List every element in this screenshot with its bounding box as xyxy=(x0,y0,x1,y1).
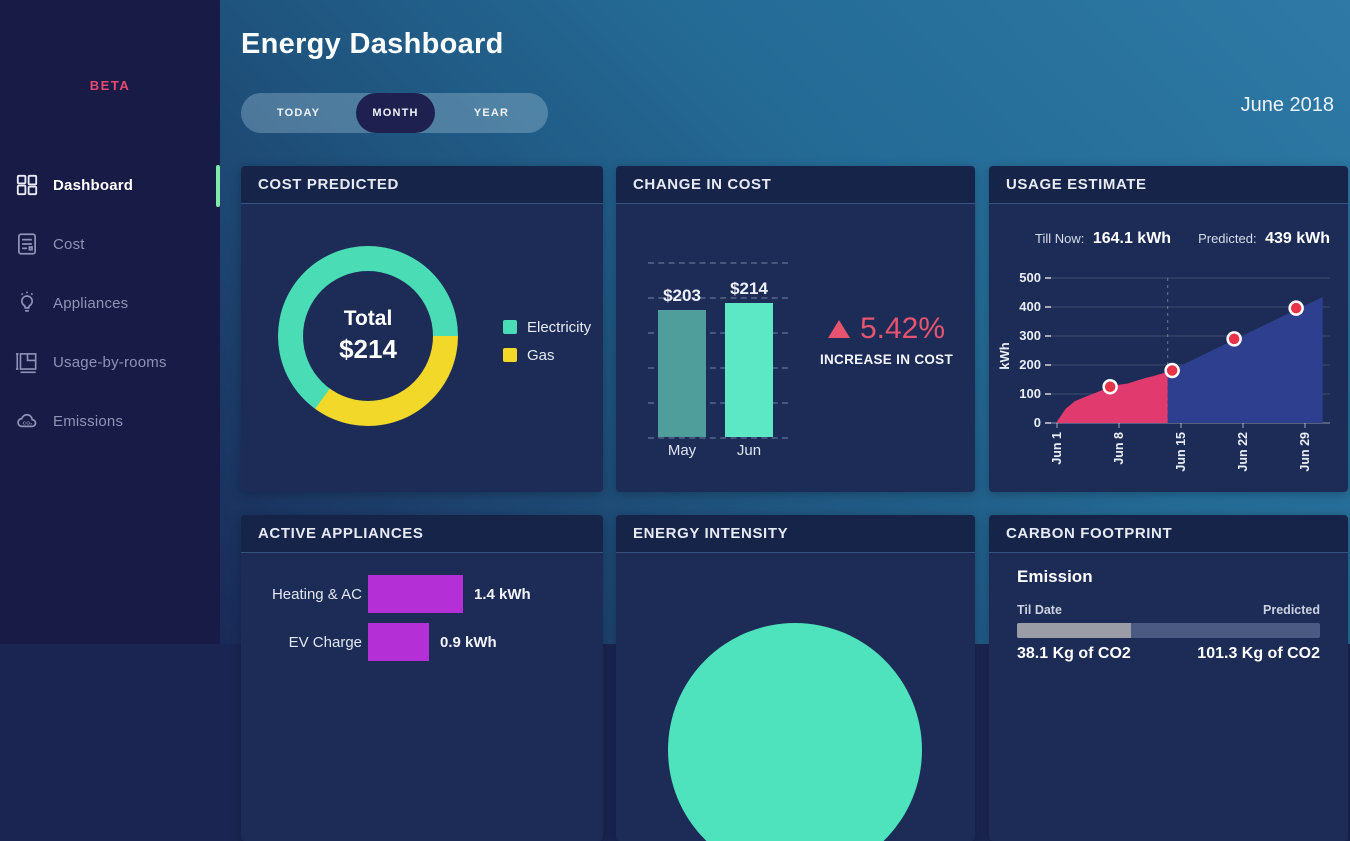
beta-badge: BETA xyxy=(89,78,131,93)
cost-donut-chart: Total $214 xyxy=(278,246,458,426)
card-title: USAGE ESTIMATE xyxy=(989,166,1348,204)
bar-value-jun: $214 xyxy=(730,279,768,298)
co2-cloud-icon: CO₂ xyxy=(14,408,40,434)
sidebar-item-cost[interactable]: Cost xyxy=(0,222,220,266)
emission-subtitle: Emission xyxy=(1017,567,1093,586)
period-tabs: TODAY MONTH YEAR xyxy=(241,93,548,133)
appliance-row-ev: EV Charge 0.9 kWh xyxy=(258,623,586,661)
appliance-row-heating: Heating & AC 1.4 kWh xyxy=(258,575,586,613)
svg-text:Jun 22: Jun 22 xyxy=(1236,432,1250,472)
bar-category-jun: Jun xyxy=(736,442,762,459)
gas-swatch xyxy=(503,348,517,362)
sidebar-item-label: Dashboard xyxy=(53,176,134,194)
donut-center: Total $214 xyxy=(303,271,433,401)
sidebar-item-appliances[interactable]: Appliances xyxy=(0,281,220,325)
emission-values: 38.1 Kg of CO2 101.3 Kg of CO2 xyxy=(1017,645,1320,663)
lightbulb-icon xyxy=(14,290,40,316)
period-label: June 2018 xyxy=(1240,94,1334,116)
legend-item-gas: Gas xyxy=(503,344,591,366)
donut-legend: Electricity Gas xyxy=(503,316,591,372)
emission-progress-track xyxy=(1017,623,1320,638)
electricity-swatch xyxy=(503,320,517,334)
till-now-value: 164.1 kWh xyxy=(1092,230,1172,247)
invoice-icon xyxy=(14,231,40,257)
increase-triangle-icon xyxy=(827,320,850,338)
sidebar-item-usage-by-rooms[interactable]: Usage-by-rooms xyxy=(0,340,220,384)
sidebar-item-label: Emissions xyxy=(53,412,124,430)
intensity-gauge xyxy=(668,623,922,841)
donut-total-value: $214 xyxy=(339,334,397,364)
svg-text:CO₂: CO₂ xyxy=(23,420,33,426)
sidebar: BETA Dashboard Cost xyxy=(0,0,220,644)
sidebar-item-label: Usage-by-rooms xyxy=(53,353,167,371)
carbon-progress-fill xyxy=(1017,623,1131,638)
til-date-label: Til Date xyxy=(1017,603,1062,617)
svg-text:400: 400 xyxy=(1019,299,1041,314)
bar-jun xyxy=(725,303,773,437)
gridline xyxy=(648,402,788,404)
tab-month[interactable]: MONTH xyxy=(356,93,435,133)
svg-text:300: 300 xyxy=(1019,328,1041,343)
till-now-label: Till Now: xyxy=(1035,231,1085,246)
predicted-label: Predicted: xyxy=(1198,231,1257,246)
svg-text:Jun 1: Jun 1 xyxy=(1050,432,1064,465)
dashboard-grid-icon xyxy=(14,172,40,198)
card-carbon-footprint: CARBON FOOTPRINT Emission Til Date Predi… xyxy=(989,515,1348,841)
card-title: CHANGE IN COST xyxy=(616,166,975,204)
legend-item-electricity: Electricity xyxy=(503,316,591,338)
sidebar-item-emissions[interactable]: CO₂ Emissions xyxy=(0,399,220,443)
donut-total-label: Total xyxy=(343,307,393,330)
card-title: ENERGY INTENSITY xyxy=(616,515,975,553)
sidebar-item-label: Cost xyxy=(53,235,85,253)
svg-text:Jun 8: Jun 8 xyxy=(1112,432,1126,465)
card-change-in-cost: CHANGE IN COST $203 $214 May Jun 5.42% I… xyxy=(616,166,975,492)
heating-bar xyxy=(368,575,463,613)
emission-progress-labels: Til Date Predicted xyxy=(1017,603,1320,617)
svg-text:100: 100 xyxy=(1019,386,1041,401)
gridline xyxy=(648,262,788,264)
card-usage-estimate: USAGE ESTIMATE Till Now: 164.1 kWh Predi… xyxy=(989,166,1348,492)
bar-value-may: $203 xyxy=(663,286,701,305)
til-date-value: 38.1 Kg of CO2 xyxy=(1017,645,1131,662)
cost-trend: 5.42% INCREASE IN COST xyxy=(814,312,959,367)
svg-text:0: 0 xyxy=(1034,415,1041,430)
svg-text:Jun 15: Jun 15 xyxy=(1174,432,1188,472)
svg-text:kWh: kWh xyxy=(997,342,1012,370)
main-content: Energy Dashboard June 2018 TODAY MONTH Y… xyxy=(220,0,1350,841)
predicted-value: 439 kWh xyxy=(1265,230,1330,247)
trend-percent: 5.42% xyxy=(859,312,946,345)
card-title: CARBON FOOTPRINT xyxy=(989,515,1348,553)
svg-text:500: 500 xyxy=(1019,270,1041,285)
predicted-value: 101.3 Kg of CO2 xyxy=(1197,645,1320,662)
bar-may xyxy=(658,310,706,437)
svg-text:200: 200 xyxy=(1019,357,1041,372)
card-active-appliances: ACTIVE APPLIANCES Heating & AC 1.4 kWh E… xyxy=(241,515,603,841)
trend-caption: INCREASE IN COST xyxy=(819,352,954,367)
gridline xyxy=(648,332,788,334)
card-cost-predicted: COST PREDICTED Total $214 Electricity Ga… xyxy=(241,166,603,492)
tab-year[interactable]: YEAR xyxy=(473,107,510,119)
active-nav-indicator xyxy=(216,165,220,207)
tab-today[interactable]: TODAY xyxy=(276,107,321,119)
sidebar-item-label: Appliances xyxy=(53,294,129,312)
card-title: ACTIVE APPLIANCES xyxy=(241,515,603,553)
gridline xyxy=(648,297,788,299)
sidebar-item-dashboard[interactable]: Dashboard xyxy=(0,163,220,207)
bar-category-may: May xyxy=(667,442,697,459)
usage-area-chart: 0 100 200 300 400 500 kWh Jun 1 Jun 8 Jun 15 Jun 2… xyxy=(997,270,1330,472)
sidebar-nav: Dashboard Cost Appliances xyxy=(0,163,220,443)
usage-summary: Till Now: 164.1 kWh Predicted: 439 kWh xyxy=(1035,230,1330,248)
page-title: Energy Dashboard xyxy=(241,28,504,60)
ev-charge-bar xyxy=(368,623,429,661)
gridline xyxy=(648,437,788,439)
floorplan-icon xyxy=(14,349,40,375)
card-title: COST PREDICTED xyxy=(241,166,603,204)
svg-text:Jun 29: Jun 29 xyxy=(1298,432,1312,472)
card-energy-intensity: ENERGY INTENSITY xyxy=(616,515,975,841)
gridline xyxy=(648,367,788,369)
predicted-label: Predicted xyxy=(1263,603,1320,617)
